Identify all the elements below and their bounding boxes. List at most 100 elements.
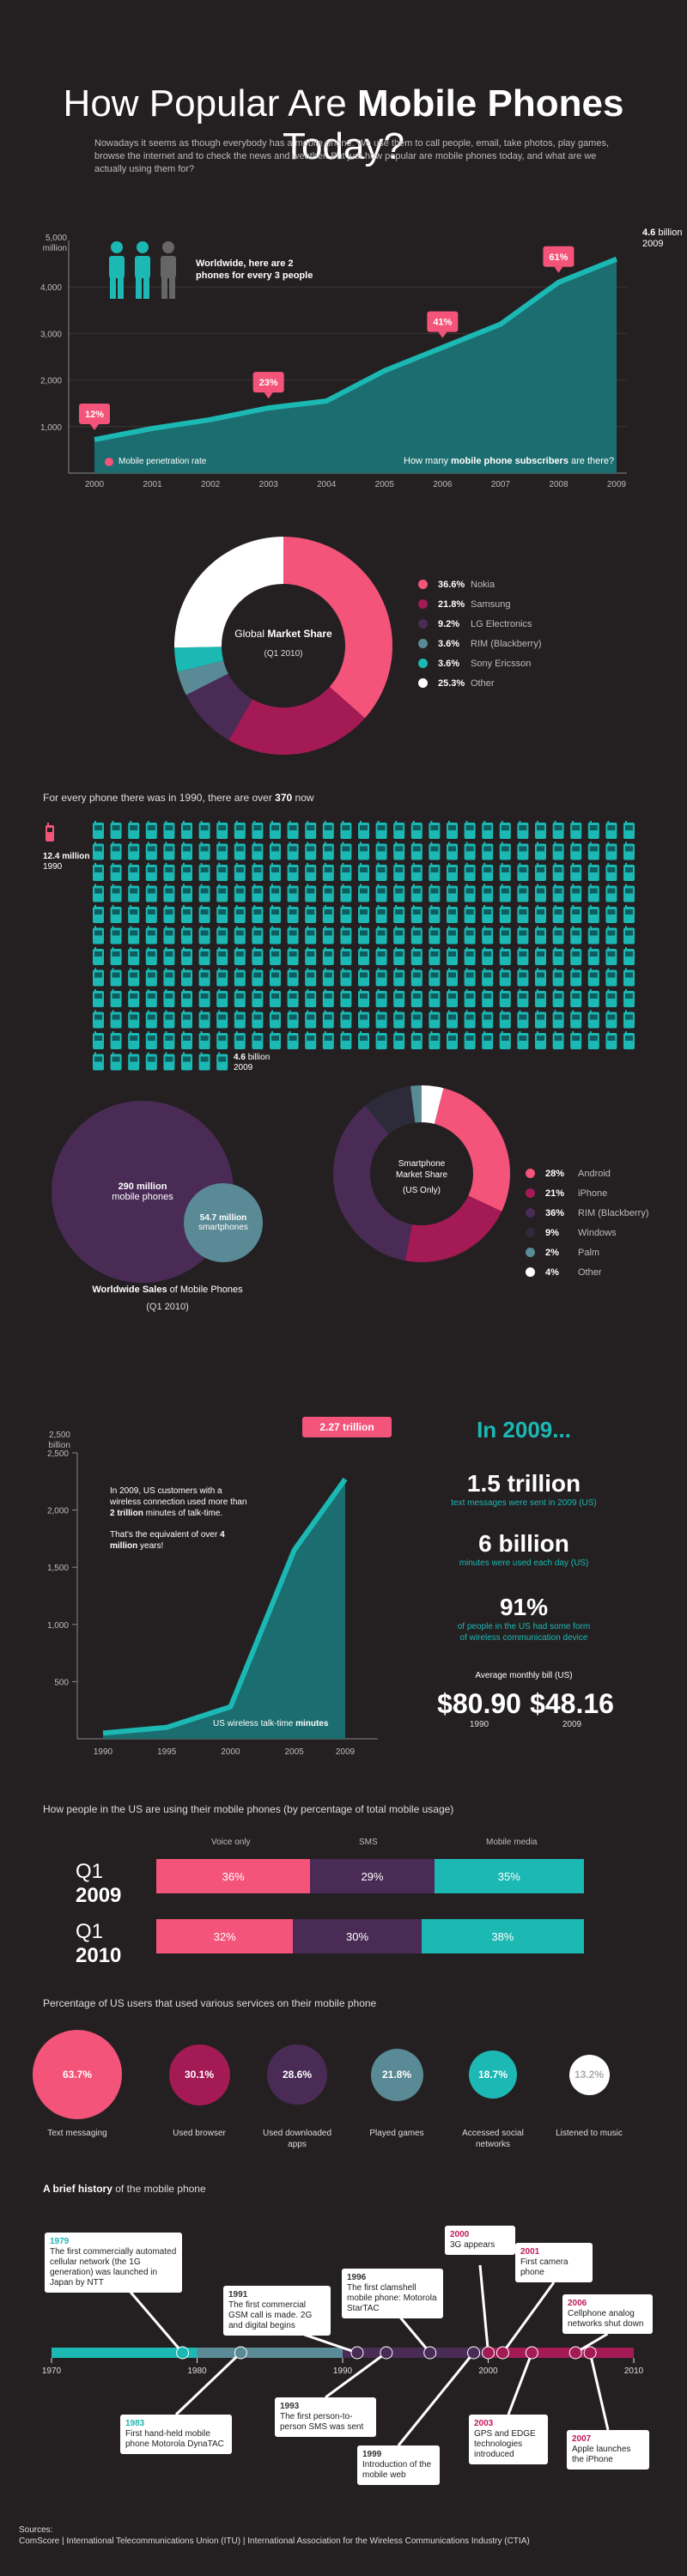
y-tick-label: 1,000	[40, 423, 62, 433]
phone-icon	[145, 905, 157, 923]
person-icon	[161, 241, 176, 299]
phone-icon	[552, 863, 564, 881]
phone-icon	[587, 821, 599, 839]
phone-icon	[145, 989, 157, 1007]
legend-label: Other	[578, 1267, 602, 1278]
phone-icon	[375, 841, 387, 860]
service-circle: 18.7%	[469, 2050, 517, 2099]
subscribers-footer: How many mobile phone subscribers are th…	[404, 456, 615, 466]
legend-item: 3.6% RIM (Blackberry)	[418, 634, 590, 653]
legend-label: Other	[471, 677, 495, 689]
phones-1990-start: 12.4 million 1990	[43, 852, 90, 872]
phone-icon	[163, 884, 175, 902]
phone-icon	[393, 821, 405, 839]
talktime-unit: 2,500 billion	[48, 1431, 70, 1450]
phone-icon	[145, 1031, 157, 1049]
phone-icon	[375, 947, 387, 965]
event-text: 3G appears	[450, 2240, 495, 2250]
phone-icon	[128, 884, 140, 902]
phone-icon	[287, 1010, 299, 1029]
phone-icon	[322, 1031, 334, 1049]
phone-icon	[605, 947, 617, 965]
phone-icon	[270, 1031, 281, 1049]
phone-icon	[305, 821, 317, 839]
phone-icon	[375, 884, 387, 902]
subscribers-area	[94, 258, 617, 473]
phone-icon	[181, 905, 192, 923]
legend-item: 9.2% LG Electronics	[418, 614, 590, 634]
phone-icon	[552, 947, 564, 965]
phone-icon	[429, 968, 441, 987]
phone-icon	[375, 1010, 387, 1029]
phone-icon	[358, 968, 369, 987]
phone-icon	[464, 821, 476, 839]
penetration-callout: 23%	[252, 372, 284, 399]
service-label: Played games	[369, 2129, 424, 2138]
phone-icon	[216, 905, 228, 923]
phone-icon	[517, 863, 529, 881]
service-label: Used downloaded apps	[262, 2129, 332, 2149]
slice-iphone	[404, 1195, 502, 1262]
usage-col-voice: Voice only	[211, 1838, 251, 1847]
phone-icon	[181, 989, 192, 1007]
usage-segment: 38%	[421, 1919, 584, 1953]
history-event: 1991 The first commercial GSM call is mad…	[223, 2286, 331, 2336]
phone-icon	[110, 1031, 122, 1049]
phone-icon	[375, 1031, 387, 1049]
history-event: 2000 3G appears	[445, 2226, 515, 2255]
legend-pct: 21%	[545, 1188, 565, 1199]
phone-icon	[499, 841, 511, 860]
legend-label: Windows	[578, 1227, 617, 1238]
phone-icon	[552, 1010, 564, 1029]
phone-icon	[93, 863, 104, 881]
phone-icon	[464, 926, 476, 945]
talktime-line	[102, 1477, 348, 1736]
phone-icon	[181, 841, 192, 860]
event-year: 1979	[50, 2237, 70, 2246]
phone-icon	[517, 905, 529, 923]
services-heading: Percentage of US users that used various…	[43, 1997, 377, 2009]
history-event: 1993 The first person-to-person SMS was s…	[275, 2397, 376, 2437]
history-event: 1983 First hand-held mobile phone Motorol…	[120, 2415, 232, 2454]
phone-icon	[552, 968, 564, 987]
phone-icon	[552, 989, 564, 1007]
history-timeline: 1970 1980 1990 2000 2010	[42, 2264, 644, 2446]
smartphone-share-donut	[333, 1085, 510, 1262]
penetration-label: 23%	[259, 378, 278, 388]
subscribers-callout: Worldwide, here are 2 phones for every 3 …	[196, 258, 313, 281]
event-year: 1983	[125, 2419, 145, 2428]
legend-item: 4% Other	[526, 1262, 654, 1282]
phone-icon	[163, 989, 175, 1007]
slice-other	[421, 1085, 444, 1124]
phone-icon	[447, 1010, 458, 1029]
phone-icon	[447, 821, 458, 839]
bill-label: Average monthly bill (US)	[475, 1671, 573, 1680]
phone-icon	[216, 1052, 228, 1071]
phone-icon	[145, 821, 157, 839]
phone-icon	[605, 841, 617, 860]
phone-icon	[429, 989, 441, 1007]
x-tick-label: 2003	[259, 480, 279, 489]
event-year: 1999	[362, 2450, 382, 2459]
phone-icon	[358, 1031, 369, 1049]
history-event: 2006 Cellphone analog networks shut down	[562, 2294, 653, 2334]
legend-pct: 3.6%	[438, 658, 460, 669]
event-text: The first person-to-person SMS was sent	[280, 2412, 364, 2432]
timeline-year-label: 1990	[333, 2366, 353, 2376]
phone-icon	[535, 821, 546, 839]
person-icon	[135, 241, 150, 299]
legend-pct: 2%	[545, 1247, 559, 1258]
event-text: GPS and EDGE technologies introduced	[474, 2429, 536, 2459]
phone-icon	[499, 968, 511, 987]
x-tick-label: 2001	[143, 480, 162, 489]
phone-icon	[252, 968, 264, 987]
x-tick-label: 2000	[221, 1747, 240, 1757]
event-marker	[583, 2346, 597, 2360]
phone-icon	[181, 1031, 192, 1049]
phone-icon	[216, 863, 228, 881]
timeline-year-label: 1980	[187, 2366, 207, 2376]
phone-icon	[234, 905, 246, 923]
phone-icon	[93, 1031, 104, 1049]
legend-pct: 36%	[545, 1207, 565, 1218]
legend-pct: 9.2%	[438, 618, 460, 629]
